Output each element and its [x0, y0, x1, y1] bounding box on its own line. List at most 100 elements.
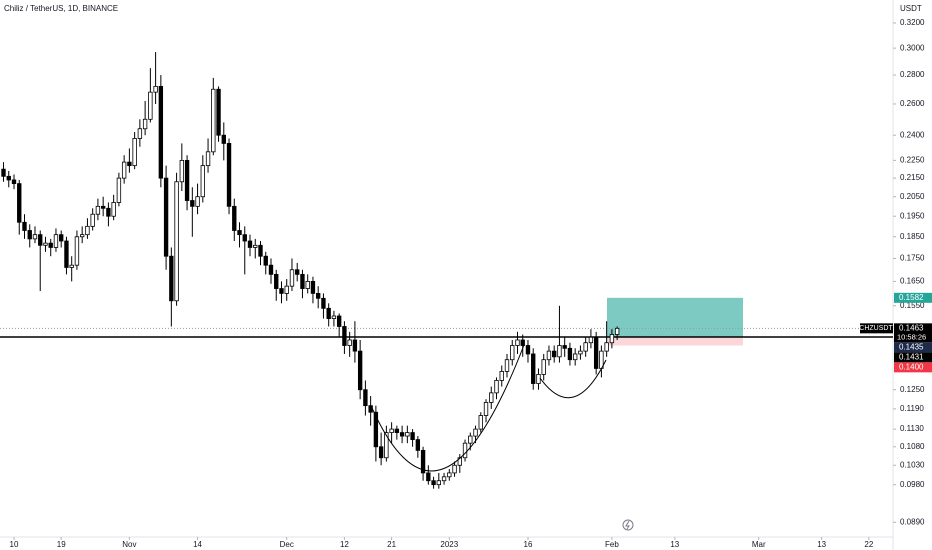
candle-body: [310, 281, 316, 294]
price-label-bg: [894, 352, 932, 363]
candle-body: [289, 269, 295, 287]
price-label: 0.1431: [899, 352, 924, 361]
x-tick-label: 22: [864, 540, 873, 549]
candle-body: [436, 480, 441, 486]
candle-body: [1, 168, 6, 177]
candle-body: [284, 285, 289, 294]
candle-body: [426, 472, 431, 482]
candle-body: [593, 336, 599, 369]
x-tick-label: Mar: [752, 540, 766, 549]
x-tick-label: 21: [387, 540, 396, 549]
candle-body: [242, 234, 247, 242]
candle-body: [258, 244, 263, 257]
price-label: 0.1435: [899, 342, 924, 351]
candle-body: [420, 449, 426, 474]
candle-body: [478, 415, 483, 430]
candle-body: [614, 327, 620, 335]
candle-body: [510, 345, 515, 361]
x-tick-label: 14: [193, 540, 202, 549]
candle-body: [531, 353, 536, 384]
candle-body: [504, 359, 510, 372]
y-tick-label: 0.1190: [900, 404, 924, 413]
y-tick-label: 0.3200: [900, 18, 925, 27]
candle-body: [17, 183, 22, 223]
candle-body: [489, 392, 494, 403]
event-icon: [622, 519, 634, 531]
y-tick-label: 0.1550: [900, 301, 925, 310]
candle-body: [153, 85, 158, 93]
candle-body: [211, 88, 216, 153]
x-tick-label: 19: [57, 540, 66, 549]
candle-body: [85, 225, 90, 236]
candle-body: [300, 273, 305, 289]
symbol-tag-bg: [860, 323, 893, 334]
price-label: 0.1400: [899, 362, 924, 371]
candle-body: [158, 85, 164, 179]
y-tick-label: 0.1130: [900, 424, 924, 433]
candle-body: [38, 234, 43, 246]
candle-body: [399, 432, 405, 437]
candle-body: [27, 230, 32, 240]
candle-body: [100, 205, 106, 209]
x-tick-label: 13: [817, 540, 826, 549]
price-label: 0.1582: [899, 293, 924, 302]
candle-body: [567, 347, 573, 361]
y-tick-label: 0.1080: [900, 442, 925, 451]
candle-body: [546, 350, 552, 361]
candle-body: [305, 281, 310, 289]
symbol-tag: CHZUSDT: [859, 325, 893, 332]
candle-body: [441, 476, 447, 482]
candle-body: [137, 128, 143, 139]
candle-body: [163, 177, 169, 257]
price-label: 0.1463: [899, 323, 924, 332]
y-tick-label: 0.3000: [900, 43, 925, 52]
handle-curve: [539, 359, 607, 399]
candle-body: [53, 234, 59, 248]
candle-body: [69, 264, 74, 268]
candle-body: [473, 428, 478, 437]
candle-body: [127, 161, 132, 167]
candle-body: [552, 350, 557, 358]
candle-body: [609, 334, 615, 344]
candle-body: [295, 269, 300, 275]
price-label-bg: [894, 292, 932, 303]
event-icon: [625, 520, 630, 530]
candle-body: [268, 264, 274, 275]
y-tick-label: 0.0980: [900, 480, 925, 489]
candle-body: [205, 151, 211, 167]
candle-body: [11, 179, 17, 185]
candle-body: [468, 435, 473, 444]
candle-body: [347, 339, 352, 346]
candle-body: [452, 464, 457, 474]
candle-body: [394, 428, 400, 433]
candle-body: [32, 234, 38, 240]
y-tick-label: 0.1030: [900, 460, 925, 469]
y-tick-label: 0.2400: [900, 130, 925, 139]
candle-body: [195, 196, 200, 207]
candle-body: [74, 236, 80, 266]
candle-body: [95, 205, 101, 215]
candle-body: [525, 345, 531, 355]
x-tick-label: 16: [524, 540, 533, 549]
candle-body: [253, 244, 258, 248]
candle-body: [216, 88, 221, 136]
candle-body: [363, 389, 368, 407]
y-tick-label: 0.2150: [900, 173, 925, 182]
countdown: 10:58:26: [897, 332, 926, 341]
candle-body: [226, 143, 232, 207]
price-label-bg: [894, 362, 932, 373]
candle-body: [378, 446, 384, 459]
candle-body: [557, 345, 562, 358]
candle-body: [357, 350, 363, 391]
candle-body: [515, 339, 520, 346]
candle-body: [342, 326, 347, 346]
candle-body: [352, 339, 358, 352]
candle-body: [232, 205, 237, 231]
candle-body: [541, 359, 546, 375]
candle-body: [59, 234, 64, 242]
candle-body: [499, 371, 504, 381]
candle-body: [462, 442, 468, 459]
candle-body: [336, 315, 342, 327]
y-tick-label: 0.0890: [900, 517, 925, 526]
